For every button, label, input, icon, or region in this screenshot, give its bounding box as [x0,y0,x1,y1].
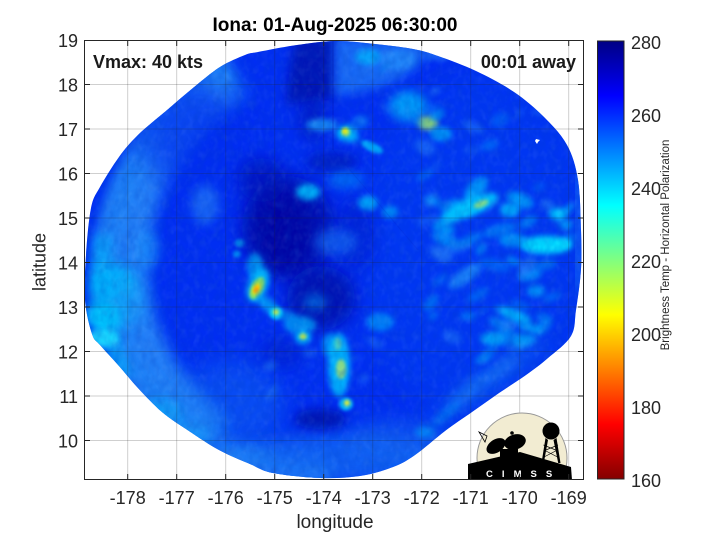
svg-text:C I M S S: C I M S S [486,469,555,480]
svg-text:-171: -171 [453,488,489,508]
svg-text:12: 12 [58,343,78,363]
svg-text:-170: -170 [502,488,538,508]
svg-text:10: 10 [58,432,78,452]
svg-text:-175: -175 [257,488,293,508]
svg-text:00:01 away: 00:01 away [481,52,576,72]
svg-text:Brightness Temp - Horizontal P: Brightness Temp - Horizontal Polarizatio… [660,140,672,351]
svg-text:Vmax: 40 kts: Vmax: 40 kts [93,52,203,72]
svg-text:Iona: 01-Aug-2025 06:30:00: Iona: 01-Aug-2025 06:30:00 [213,15,458,36]
svg-text:18: 18 [58,76,78,96]
svg-text:longitude: longitude [296,512,373,533]
svg-text:17: 17 [58,120,78,140]
svg-text:180: 180 [631,398,661,418]
svg-text:13: 13 [58,298,78,318]
svg-text:-177: -177 [159,488,195,508]
svg-text:14: 14 [58,254,78,274]
svg-text:280: 280 [631,33,661,53]
svg-text:latitude: latitude [30,233,50,291]
svg-text:-173: -173 [355,488,391,508]
svg-text:16: 16 [58,165,78,185]
svg-text:-178: -178 [110,488,146,508]
svg-text:260: 260 [631,106,661,126]
svg-text:160: 160 [631,471,661,491]
svg-text:-169: -169 [551,488,587,508]
svg-text:200: 200 [631,325,661,345]
svg-text:240: 240 [631,179,661,199]
svg-text:-174: -174 [306,488,342,508]
svg-text:19: 19 [58,31,78,51]
svg-text:11: 11 [59,387,78,407]
svg-text:15: 15 [58,209,78,229]
svg-text:-172: -172 [404,488,440,508]
svg-text:-176: -176 [208,488,244,508]
svg-text:220: 220 [631,252,661,272]
